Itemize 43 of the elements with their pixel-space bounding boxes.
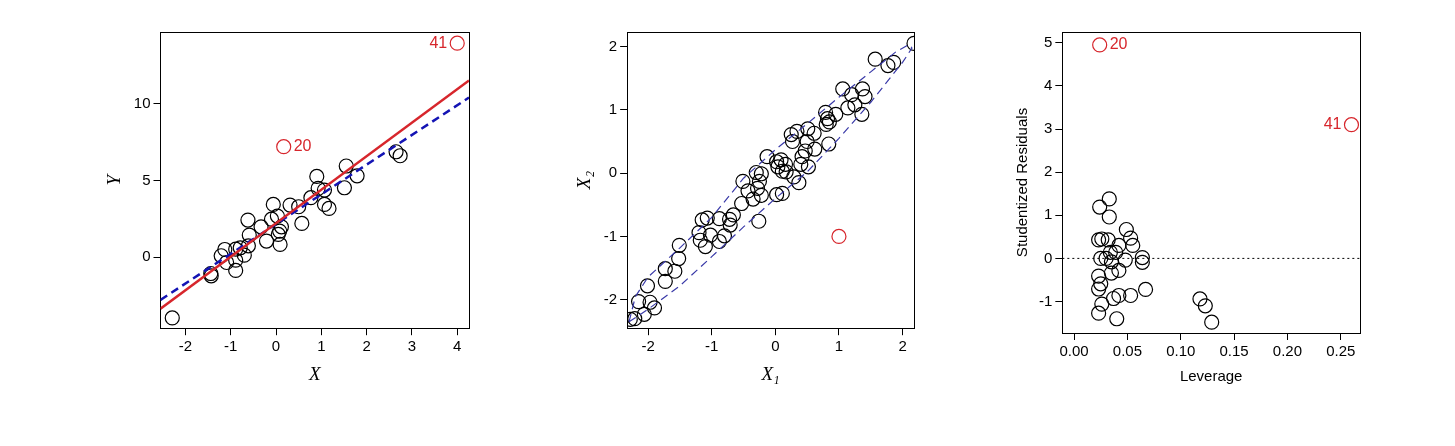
x-tick-label: 2 — [362, 337, 371, 355]
y-tick-label: 2 — [608, 36, 618, 54]
x-tick-label: 1 — [834, 337, 844, 355]
y-tick-label: -1 — [603, 226, 618, 244]
x-tick-label: 0 — [771, 337, 780, 355]
x-tick-label: -2 — [178, 337, 193, 355]
x-tick-label: 2 — [898, 337, 907, 355]
y-tick-label: 5 — [142, 170, 151, 188]
y-tick-label: 1 — [1043, 205, 1053, 223]
x-tick-label: -1 — [705, 337, 719, 355]
y-tick-label: 2 — [1043, 162, 1053, 180]
y-tick-label: 10 — [133, 94, 151, 112]
y-tick-label: 0 — [608, 163, 618, 181]
annotation: 41 — [429, 33, 448, 51]
y-axis-title: Y — [103, 172, 125, 186]
y-tick-label: 1 — [608, 99, 618, 117]
y-axis-title: X₂ — [573, 170, 595, 191]
x-axis-title: X₁ — [760, 362, 780, 384]
annotation: 20 — [1109, 35, 1128, 53]
x-tick-label: 0.00 — [1059, 342, 1089, 360]
x-tick-label: 0 — [271, 337, 281, 355]
y-axis-title: Studentized Residuals — [1013, 107, 1031, 258]
x-tick-label: 1 — [317, 337, 326, 355]
x-tick-label: 0.10 — [1166, 342, 1196, 360]
y-tick-label: -2 — [603, 289, 618, 307]
x-tick-label: 0.15 — [1219, 342, 1249, 360]
y-tick-label: 3 — [1043, 119, 1053, 137]
x-tick-label: 0.25 — [1326, 342, 1356, 360]
y-tick-label: 0 — [1043, 248, 1053, 266]
x-tick-label: 0.20 — [1272, 342, 1303, 360]
x-axis-title: Leverage — [1179, 367, 1243, 385]
x-tick-label: -2 — [641, 337, 655, 355]
x-tick-label: 0.05 — [1112, 342, 1143, 360]
y-tick-label: -1 — [1038, 291, 1053, 309]
x-axis-title: X — [307, 362, 322, 384]
annotation: 41 — [1323, 115, 1342, 133]
annotation: 20 — [293, 137, 312, 155]
x-tick-label: 4 — [453, 337, 462, 355]
y-tick-label: 5 — [1043, 32, 1053, 50]
y-tick-label: 4 — [1043, 76, 1053, 94]
y-tick-label: 0 — [142, 247, 151, 265]
x-tick-label: -1 — [224, 337, 238, 355]
x-tick-label: 3 — [407, 337, 417, 355]
